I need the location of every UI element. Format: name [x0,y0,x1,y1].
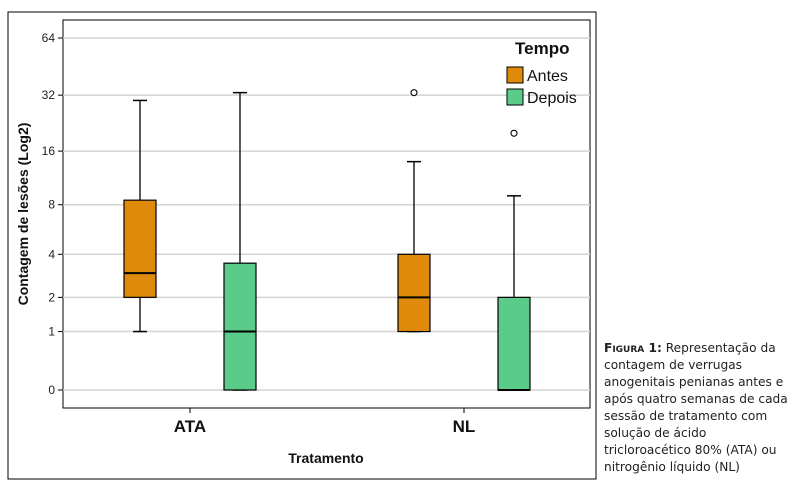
iqr-box [223,262,257,391]
y-tick-label: 0 [48,383,55,397]
y-tick-label: 8 [48,198,55,212]
iqr-box [497,296,531,391]
y-tick-label: 64 [42,31,56,45]
box-depois-nl [497,129,531,391]
y-tick-label: 2 [48,290,55,304]
y-tick-label: 16 [42,144,56,158]
iqr-box [397,253,431,333]
x-category-labels: ATA NL [174,408,476,436]
outlier-point [410,89,418,97]
legend-title: Tempo [515,39,569,58]
caption-label: Figura 1: [604,341,662,355]
figure-caption: Figura 1: Representação da contagem de v… [604,340,796,476]
outlier-point [510,129,518,137]
legend-label-antes: Antes [527,68,568,85]
caption-text: Representação da contagem de verrugas an… [604,341,788,474]
legend-items: Antes Depois [506,66,577,107]
y-tick-label: 1 [48,325,55,339]
legend: Tempo Antes Depois [506,39,577,107]
box-antes-nl [397,89,431,333]
box-antes-ata [123,99,157,333]
legend-swatch-antes [506,66,524,84]
y-tick-label: 4 [48,247,55,261]
x-category-label: NL [453,417,476,436]
legend-swatch-depois [506,88,524,106]
x-category-label: ATA [174,417,206,436]
iqr-box [123,199,157,298]
legend-label-depois: Depois [527,90,577,107]
boxes [123,89,531,391]
y-tick-labels: 0 1 2 4 8 16 32 64 [42,31,63,397]
y-tick-label: 32 [42,88,56,102]
y-axis-title: Contagem de lesões (Log2) [15,123,31,306]
box-depois-ata [223,91,257,391]
x-axis-title: Tratamento [288,450,363,466]
